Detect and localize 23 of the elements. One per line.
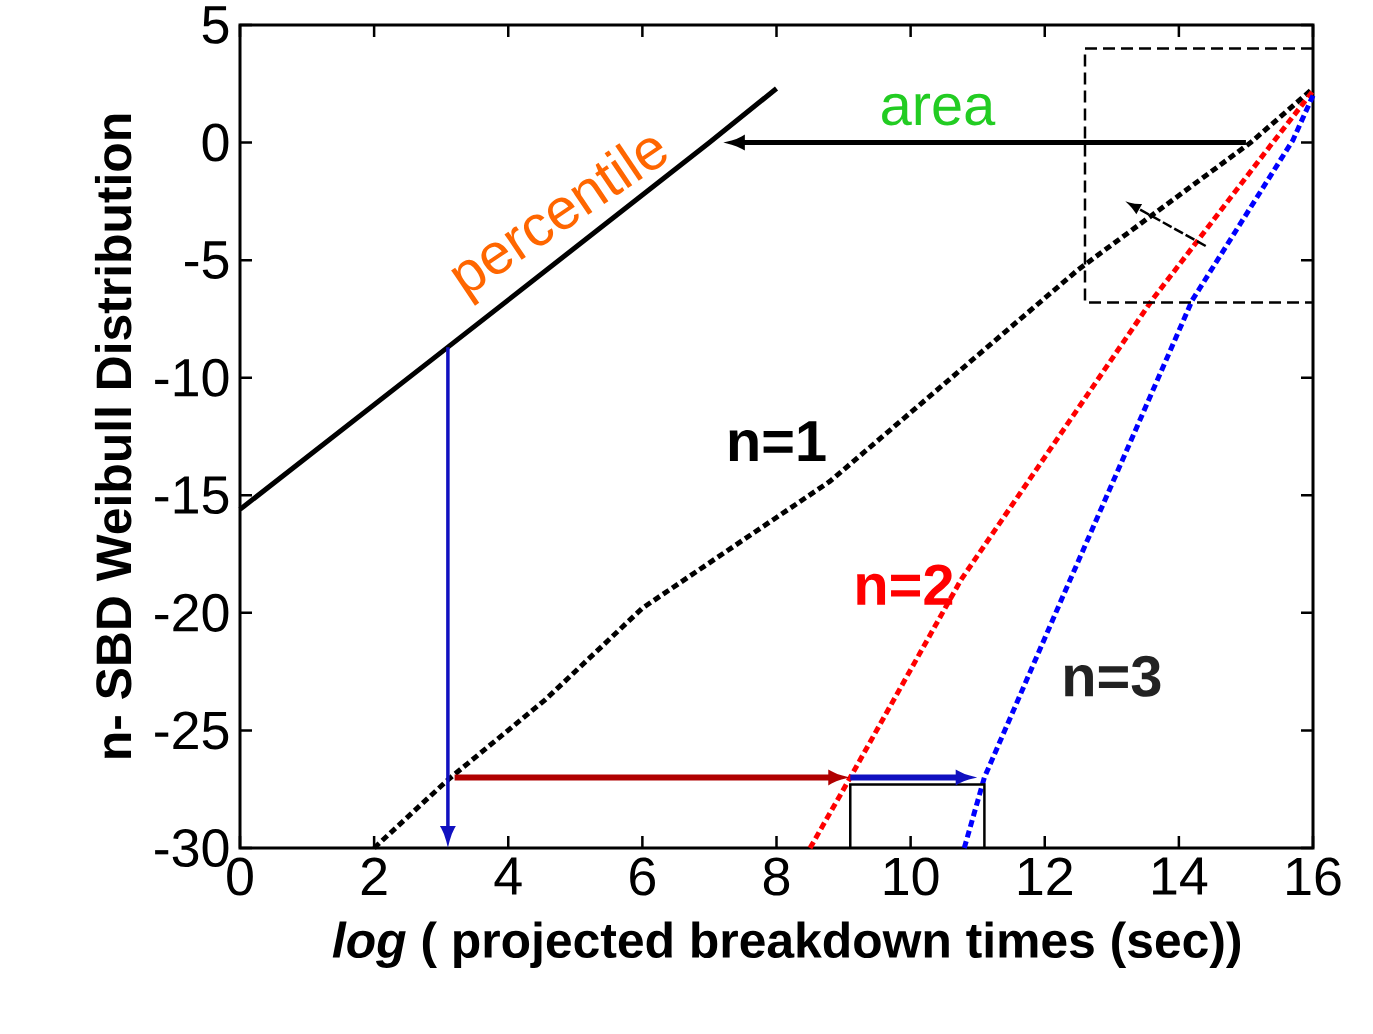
x-tick-label: 10 xyxy=(884,857,939,896)
y-axis-title: n- SBD Weibull Distribution xyxy=(94,114,132,758)
y-tick-label: -20 xyxy=(155,593,229,632)
x-axis-title: log ( projected breakdown times (sec)) xyxy=(332,921,1241,968)
annotation: n=2 xyxy=(857,564,953,605)
x-tick-label: 12 xyxy=(1018,857,1072,896)
annotation: n=1 xyxy=(729,421,826,462)
y-tick-label: 0 xyxy=(202,123,229,162)
x-tick-label: 14 xyxy=(1153,857,1208,895)
y-tick-label: -30 xyxy=(155,828,229,868)
y-tick-label: 5 xyxy=(202,6,229,44)
y-tick-label: -15 xyxy=(155,476,229,515)
y-tick-label: -10 xyxy=(155,358,229,397)
x-tick-label: 8 xyxy=(763,857,790,896)
annotation: n=3 xyxy=(1065,655,1161,697)
y-tick-label: -25 xyxy=(155,711,229,750)
annotation: area xyxy=(882,93,996,126)
y-tick-label: -5 xyxy=(185,241,229,279)
x-tick-label: 0 xyxy=(227,857,253,896)
x-tick-label: 16 xyxy=(1287,857,1341,896)
x-tick-label: 6 xyxy=(630,857,655,896)
x-tick-label: 2 xyxy=(361,857,387,896)
x-tick-label: 4 xyxy=(494,857,522,895)
